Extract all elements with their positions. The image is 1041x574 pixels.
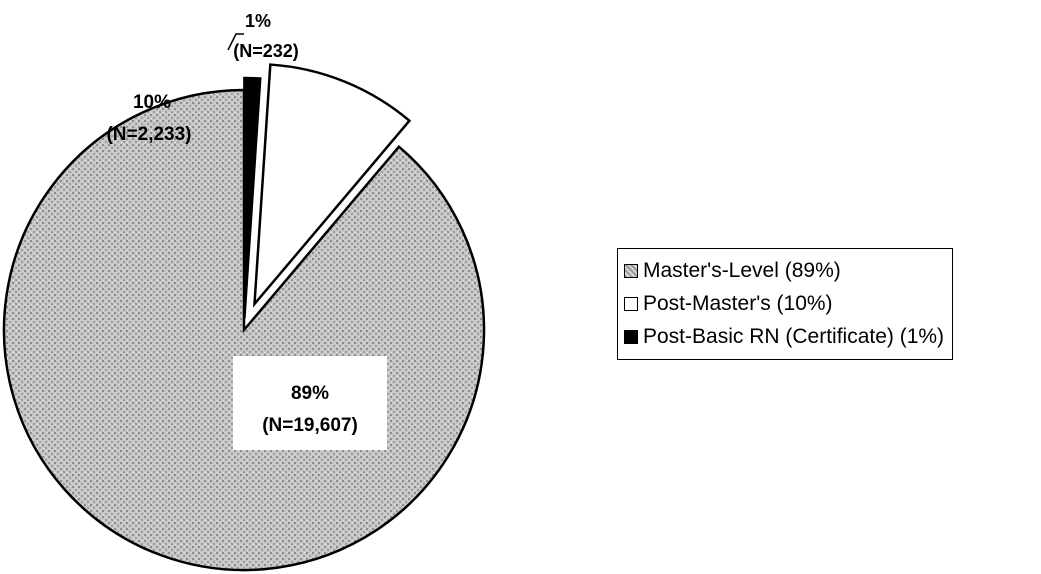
- n-label-post-basic-rn: (N=232): [233, 41, 299, 61]
- pie-labels: 89% (N=19,607) 10% (N=2,233) 1% (N=232): [106, 11, 387, 450]
- percent-label-post-masters: 10%: [133, 92, 171, 113]
- legend-swatch-post-basic-rn: [624, 329, 638, 344]
- label-box-masters-level: [233, 356, 387, 450]
- pie-slice-1: [252, 63, 412, 308]
- percent-label-post-basic-rn: 1%: [245, 11, 271, 31]
- legend-label-post-basic-rn: Post-Basic RN (Certificate) (1%): [643, 324, 945, 348]
- legend-label-masters-level: Master's-Level (89%): [643, 258, 841, 282]
- legend-item-masters-level: Master's-Level (89%): [624, 254, 944, 287]
- legend-item-post-basic-rn: Post-Basic RN (Certificate) (1%): [624, 320, 944, 353]
- leader-line-post-basic-rn: [227, 33, 244, 51]
- legend-item-post-masters: Post-Master's (10%): [624, 287, 944, 320]
- pie-slice-2: [243, 76, 262, 319]
- n-label-masters-level: (N=19,607): [262, 415, 358, 436]
- legend-label-post-masters: Post-Master's (10%): [643, 291, 833, 315]
- legend: Master's-Level (89%) Post-Master's (10%)…: [617, 248, 954, 360]
- percent-label-masters-level: 89%: [291, 383, 329, 404]
- pie-slices: [2, 63, 486, 572]
- legend-swatch-post-masters: [624, 296, 638, 311]
- legend-swatch-masters-level: [624, 263, 638, 278]
- n-label-post-masters: (N=2,233): [106, 124, 191, 145]
